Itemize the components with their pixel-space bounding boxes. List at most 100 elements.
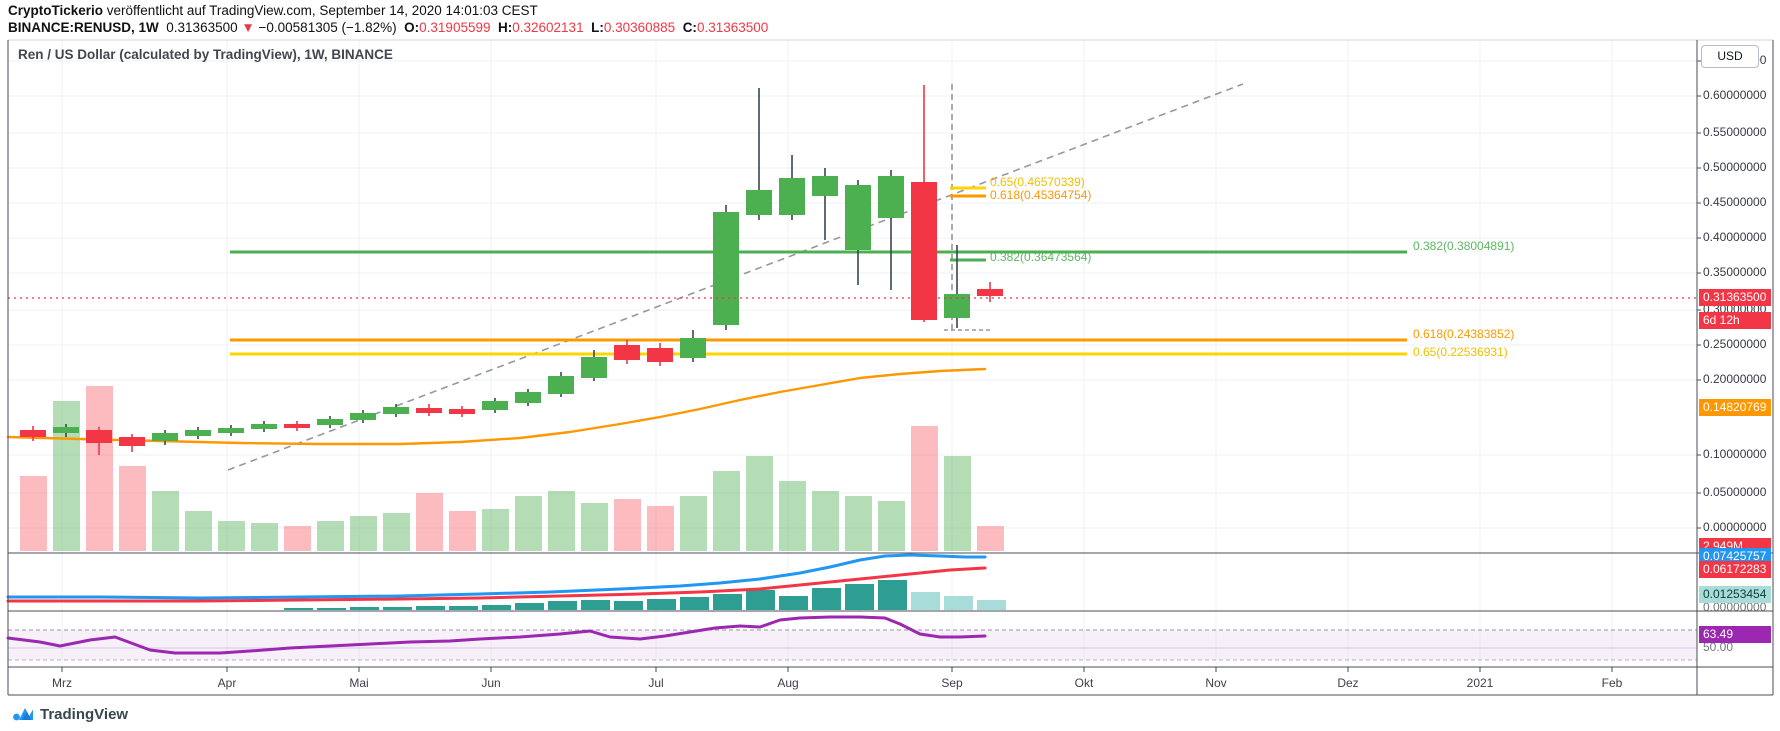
- ma-value-badge: 0.14820769: [1699, 399, 1771, 416]
- pane2-histogram-bar: [449, 606, 478, 610]
- candle-body: [119, 437, 145, 446]
- fib-level-label: 0.65(0.22536931): [1413, 345, 1508, 359]
- time-axis-month-label: Feb: [1601, 676, 1623, 690]
- rsi-band-fill: [8, 630, 1697, 660]
- volume-bar: [53, 401, 80, 551]
- high-value: 0.32602131: [512, 20, 584, 35]
- pane2-histogram-bar: [581, 600, 610, 610]
- price-axis-label: 0.50000000: [1703, 160, 1767, 174]
- open-value: 0.31905599: [419, 20, 491, 35]
- pane2-histogram-bar: [317, 608, 346, 610]
- volume-bar: [845, 496, 872, 551]
- volume-bar: [383, 513, 410, 551]
- pane2-histogram-bar: [944, 596, 973, 610]
- close-label: C:: [682, 20, 697, 35]
- candle-body: [482, 401, 508, 410]
- time-axis-month-label: Nov: [1205, 676, 1227, 690]
- candle-body: [581, 357, 607, 378]
- time-axis-month-label: Jun: [481, 676, 501, 690]
- candle-body: [812, 176, 838, 196]
- candle-body: [152, 433, 178, 441]
- price-change: −0.00581305 (−1.82%): [258, 20, 397, 35]
- time-axis-month-label: Mai: [349, 676, 369, 690]
- volume-bar: [416, 493, 443, 551]
- last-price-badge: 0.31363500: [1699, 289, 1771, 306]
- rsi-value-badge: 63.49: [1699, 626, 1771, 643]
- volume-bar: [614, 499, 641, 551]
- fib-level-label: 0.618(0.45364754): [990, 188, 1092, 202]
- time-axis-month-label: Apr: [217, 676, 237, 690]
- pane2-red-line: [6, 566, 987, 603]
- volume-bar: [152, 491, 179, 551]
- pane2-histogram-bar: [515, 603, 544, 610]
- time-axis-month-label: Jul: [648, 676, 664, 690]
- volume-bar: [317, 521, 344, 551]
- candle-body: [515, 392, 541, 403]
- pane2-histogram-bar: [680, 597, 709, 610]
- pane2-histogram-bar: [878, 580, 907, 610]
- pane2-histogram-bar: [911, 592, 940, 610]
- candle-body: [548, 376, 574, 394]
- volume-bar: [779, 481, 806, 551]
- candle-body: [317, 419, 343, 425]
- candle-body: [713, 212, 739, 325]
- candle-body: [845, 185, 871, 250]
- candle-body: [614, 345, 640, 360]
- pane-axis-label: 0.00000000: [1703, 600, 1767, 614]
- pane2-histogram-bar: [548, 601, 577, 610]
- attribution-line: CryptoTickerio veröffentlicht auf Tradin…: [8, 3, 538, 18]
- volume-bar: [581, 503, 608, 551]
- volume-bar: [218, 521, 245, 551]
- volume-bar: [680, 496, 707, 551]
- volume-bar: [119, 466, 146, 551]
- volume-bar: [746, 456, 773, 551]
- pane2-histogram-bar: [713, 594, 742, 610]
- volume-bar: [482, 509, 509, 551]
- bar-countdown-badge: 6d 12h: [1699, 312, 1771, 329]
- volume-bar: [713, 471, 740, 551]
- price-axis-label: 0.05000000: [1703, 485, 1767, 499]
- attribution-author: CryptoTickerio: [8, 3, 104, 18]
- indicator-red-badge: 0.06172283: [1699, 561, 1771, 578]
- candle-body: [86, 430, 112, 443]
- currency-toggle-button[interactable]: USD: [1701, 45, 1759, 68]
- time-axis-month-label: Dez: [1337, 676, 1359, 690]
- volume-bar: [20, 476, 47, 551]
- fib-level-label: 0.382(0.38004891): [1413, 239, 1515, 253]
- open-label: O:: [404, 20, 420, 35]
- volume-bar: [911, 426, 938, 551]
- time-axis-month-label: 2021: [1466, 676, 1494, 690]
- indicator-blue-badge: 0.07425757: [1699, 548, 1771, 565]
- volume-bar: [185, 511, 212, 551]
- volume-bar: [86, 386, 113, 551]
- candle-body: [53, 427, 79, 433]
- pane-axis-label: 50.00: [1703, 640, 1734, 654]
- tradingview-logo-icon: [13, 708, 33, 721]
- volume-bar: [548, 491, 575, 551]
- pane2-histogram-bar: [779, 596, 808, 610]
- chart-legend-title[interactable]: Ren / US Dollar (calculated by TradingVi…: [18, 47, 393, 62]
- tradingview-logo-text: TradingView: [40, 705, 129, 723]
- price-axis-label: 0.55000000: [1703, 125, 1767, 139]
- pane2-histogram-bar: [482, 605, 511, 610]
- volume-bar: [812, 491, 839, 551]
- pane2-histogram-bar: [284, 608, 313, 610]
- candle-body: [680, 338, 706, 358]
- symbol-status-line: BINANCE:RENUSD, 1W 0.31363500 ▼ −0.00581…: [8, 20, 768, 35]
- time-axis-month-label: Mrz: [52, 676, 72, 690]
- tradingview-logo[interactable]: TradingView: [10, 702, 128, 726]
- low-label: L:: [591, 20, 604, 35]
- pane2-histogram-bar: [614, 601, 643, 610]
- price-axis-label: 0.20000000: [1703, 372, 1767, 386]
- pane2-histogram-bar: [647, 599, 676, 610]
- price-axis-label: 0.10000000: [1703, 447, 1767, 461]
- pane2-histogram-bar: [416, 606, 445, 610]
- price-axis-label: 0.25000000: [1703, 337, 1767, 351]
- price-axis-label: 0.45000000: [1703, 195, 1767, 209]
- pane2-histogram-bar: [746, 590, 775, 610]
- high-label: H:: [498, 20, 513, 35]
- close-value: 0.31363500: [696, 20, 769, 35]
- down-triangle-icon: ▼: [241, 20, 255, 35]
- candle-body: [284, 424, 310, 428]
- pane2-histogram-bar: [350, 607, 379, 610]
